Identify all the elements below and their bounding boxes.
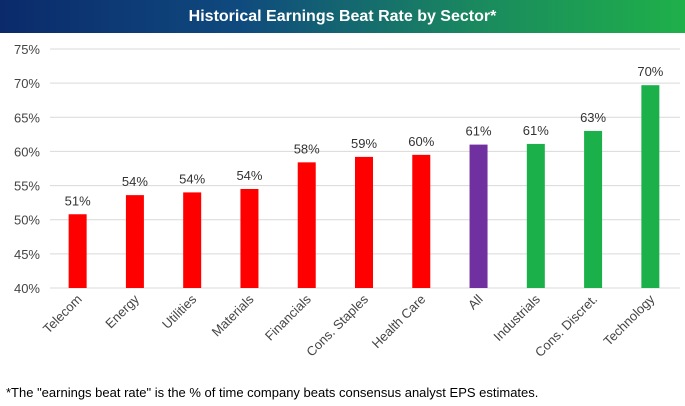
bar — [412, 154, 431, 288]
x-tick-label: Energy — [102, 291, 142, 331]
x-tick-label: All — [465, 291, 486, 312]
data-label: 61% — [466, 124, 492, 139]
bar-chart: 40% 45% 50% 55% 60% 65% 70% 75% 51% 54% 54% 54% 58%… — [14, 42, 680, 360]
data-labels: 51% 54% 54% 54% 58% 59% 60% 61% 61% 63% 70% — [65, 64, 664, 208]
data-label: 61% — [523, 123, 549, 138]
y-tick-label: 60% — [14, 144, 40, 159]
bar — [125, 195, 144, 288]
data-label: 63% — [580, 110, 606, 125]
x-axis-tick-labels: Telecom Energy Utilities Materials Financial… — [40, 291, 658, 360]
x-tick-label: Cons. Staples — [303, 291, 371, 359]
chart-title: Historical Earnings Beat Rate by Sector* — [0, 0, 685, 33]
x-tick-label: Health Care — [369, 292, 429, 352]
data-label: 59% — [351, 136, 377, 151]
x-tick-label: Utilities — [159, 291, 200, 332]
y-tick-label: 75% — [14, 42, 40, 57]
data-label: 58% — [294, 141, 320, 156]
bar — [297, 162, 316, 288]
data-label: 51% — [65, 193, 91, 208]
bar — [355, 156, 373, 288]
y-tick-label: 50% — [14, 213, 40, 228]
bar — [641, 85, 660, 288]
data-label: 60% — [408, 134, 434, 149]
data-label: 54% — [236, 168, 262, 183]
x-tick-label: Industrials — [490, 291, 543, 344]
x-tick-label: Materials — [209, 291, 257, 339]
y-tick-label: 55% — [14, 179, 40, 194]
footnote: *The "earnings beat rate" is the % of ti… — [6, 385, 539, 400]
bar — [526, 143, 545, 288]
y-tick-label: 65% — [14, 110, 40, 125]
bar — [240, 188, 259, 288]
bar — [469, 144, 488, 288]
y-tick-label: 40% — [14, 281, 40, 296]
bar — [183, 192, 202, 288]
y-tick-label: 45% — [14, 247, 40, 262]
bar — [584, 130, 603, 288]
x-tick-label: Financials — [262, 291, 314, 343]
x-tick-label: Technology — [600, 291, 657, 348]
data-label: 54% — [179, 171, 205, 186]
x-tick-label: Telecom — [40, 292, 85, 337]
y-tick-label: 70% — [14, 76, 40, 91]
y-axis-tick-labels: 40% 45% 50% 55% 60% 65% 70% 75% — [14, 42, 40, 296]
data-label: 70% — [637, 64, 663, 79]
data-label: 54% — [122, 174, 148, 189]
bar — [68, 214, 87, 288]
bars — [68, 85, 660, 288]
